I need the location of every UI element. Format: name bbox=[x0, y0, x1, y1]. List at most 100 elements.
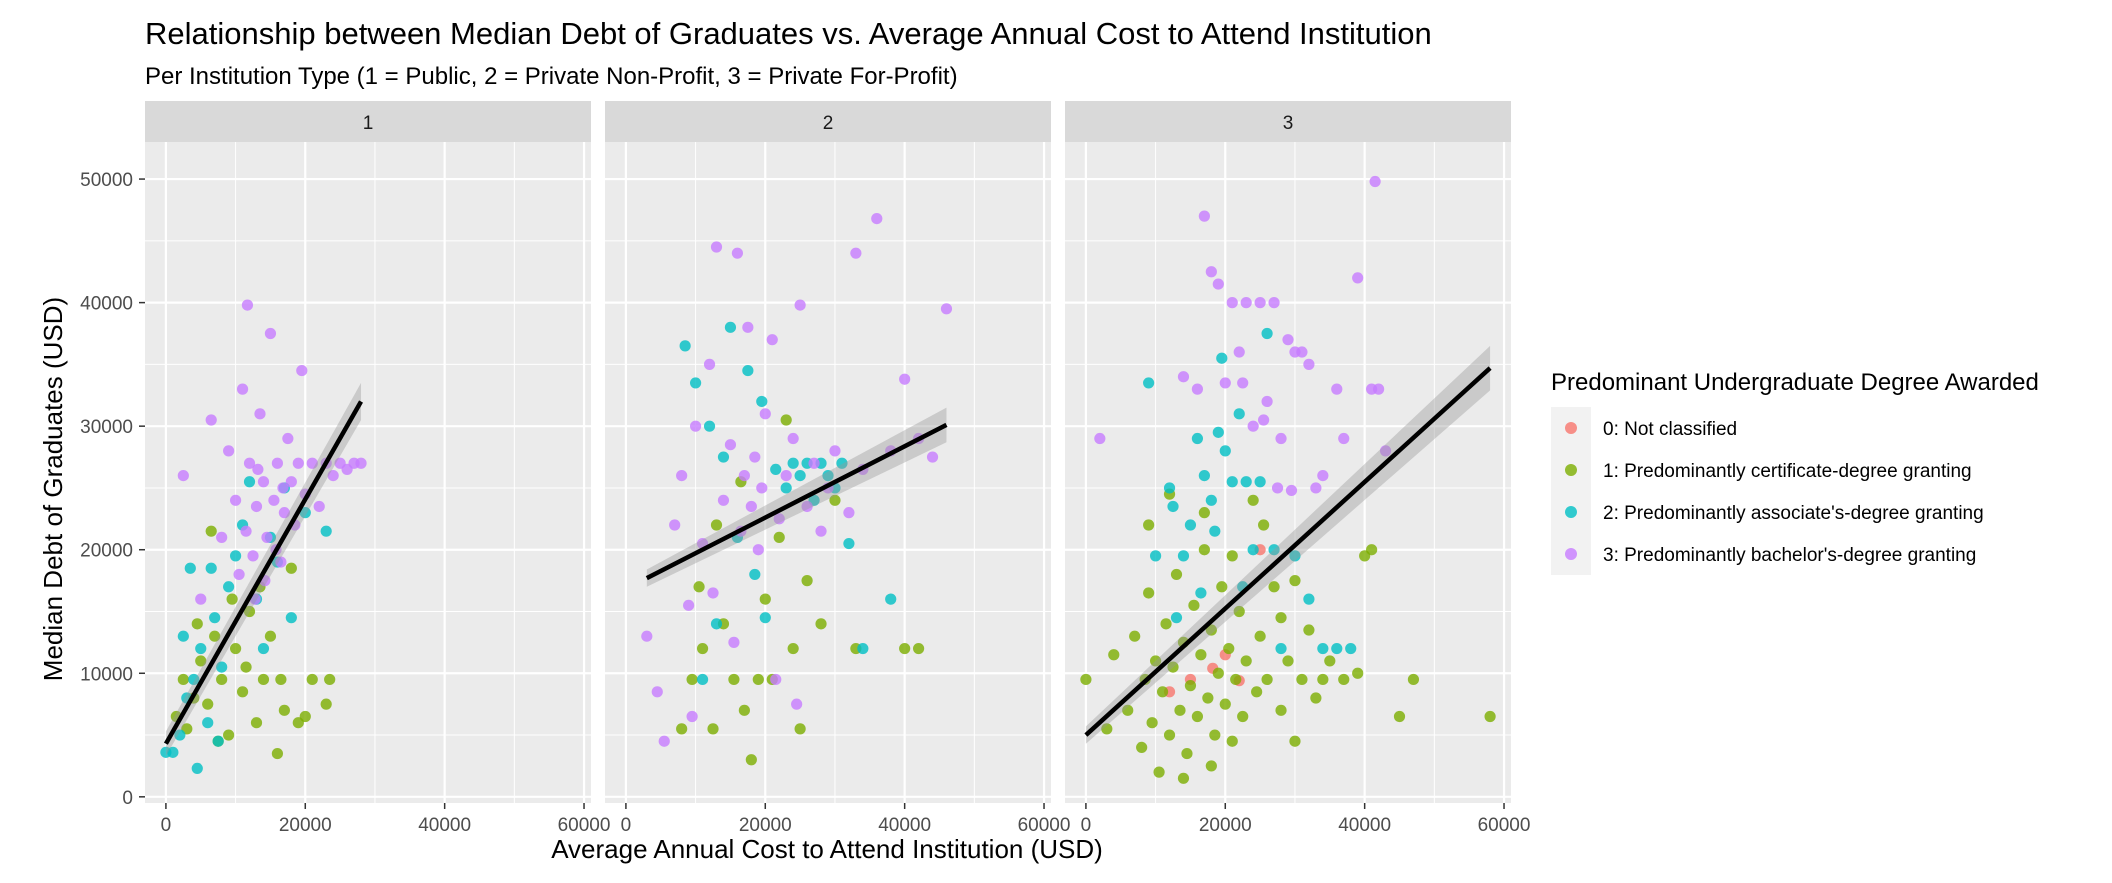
data-point bbox=[815, 618, 827, 630]
data-point bbox=[209, 612, 221, 624]
legend-swatch bbox=[1565, 548, 1577, 560]
data-point bbox=[1310, 692, 1322, 704]
data-point bbox=[275, 673, 287, 686]
y-axis-title: Median Debt of Graduates (USD) bbox=[38, 297, 68, 681]
data-point bbox=[202, 698, 214, 710]
data-point bbox=[1149, 655, 1162, 667]
data-point bbox=[1379, 445, 1392, 457]
data-point bbox=[707, 723, 719, 735]
data-point bbox=[243, 457, 256, 469]
data-point bbox=[836, 457, 848, 469]
data-point bbox=[236, 686, 249, 698]
facet-strip-label: 1 bbox=[363, 113, 374, 134]
data-point bbox=[250, 500, 263, 513]
data-point bbox=[1184, 680, 1197, 692]
data-point bbox=[926, 451, 939, 463]
data-point bbox=[703, 358, 716, 370]
data-point bbox=[1122, 704, 1134, 716]
data-point bbox=[268, 494, 280, 506]
data-point bbox=[229, 494, 242, 506]
series-3 bbox=[177, 299, 367, 605]
data-point bbox=[1226, 735, 1238, 747]
data-point bbox=[1177, 371, 1190, 383]
data-point bbox=[1177, 772, 1190, 784]
data-point bbox=[710, 519, 723, 531]
data-point bbox=[1188, 599, 1200, 611]
data-point bbox=[1212, 278, 1224, 290]
panel-points bbox=[641, 213, 953, 766]
data-point bbox=[1237, 710, 1249, 723]
data-point bbox=[808, 457, 820, 469]
data-point bbox=[1163, 482, 1176, 494]
data-point bbox=[1303, 624, 1315, 636]
data-point bbox=[1170, 568, 1183, 581]
data-point bbox=[641, 630, 653, 642]
data-point bbox=[770, 463, 782, 476]
data-point bbox=[1170, 612, 1183, 624]
y-tick-label: 20000 bbox=[80, 541, 133, 562]
data-point bbox=[1275, 612, 1287, 624]
data-point bbox=[240, 525, 252, 537]
data-point bbox=[236, 383, 249, 395]
data-point bbox=[191, 762, 203, 775]
data-point bbox=[229, 550, 242, 562]
legend-item-label: 3: Predominantly bachelor's-degree grant… bbox=[1603, 545, 1976, 566]
data-point bbox=[205, 414, 217, 426]
panel-background bbox=[1065, 142, 1511, 803]
data-point bbox=[1195, 587, 1207, 599]
data-point bbox=[1156, 686, 1169, 698]
data-point bbox=[292, 457, 304, 469]
data-point bbox=[756, 482, 768, 494]
data-point bbox=[749, 568, 761, 581]
data-point bbox=[257, 642, 270, 655]
data-point bbox=[1202, 692, 1214, 704]
data-point bbox=[1352, 667, 1364, 679]
data-point bbox=[1205, 494, 1217, 506]
data-point bbox=[1233, 346, 1245, 358]
facet-strip bbox=[1065, 101, 1511, 142]
data-point bbox=[1233, 605, 1245, 618]
data-point bbox=[742, 364, 754, 377]
data-point bbox=[1129, 630, 1141, 642]
data-point bbox=[1226, 550, 1238, 562]
data-point bbox=[766, 334, 778, 346]
data-point bbox=[669, 519, 681, 531]
data-point bbox=[940, 303, 953, 315]
data-point bbox=[829, 445, 841, 457]
data-point bbox=[683, 599, 695, 611]
data-point bbox=[1317, 642, 1329, 655]
data-point bbox=[327, 469, 339, 482]
data-point bbox=[195, 655, 207, 667]
trend-line bbox=[163, 400, 363, 745]
data-point bbox=[794, 723, 806, 735]
data-point bbox=[658, 735, 670, 747]
data-point bbox=[1181, 747, 1193, 760]
data-point bbox=[250, 717, 263, 729]
data-point bbox=[1289, 575, 1301, 587]
data-point bbox=[689, 420, 702, 432]
data-point bbox=[216, 673, 228, 686]
data-point bbox=[1268, 544, 1280, 556]
data-point bbox=[787, 642, 799, 655]
data-point bbox=[1366, 544, 1378, 556]
data-point bbox=[1108, 649, 1120, 661]
y-tick-label: 50000 bbox=[80, 170, 133, 191]
data-point bbox=[299, 507, 311, 519]
data-point bbox=[885, 593, 897, 605]
data-point bbox=[731, 247, 744, 259]
data-point bbox=[1198, 469, 1210, 482]
data-point bbox=[1254, 297, 1266, 309]
data-point bbox=[1275, 432, 1287, 445]
data-point bbox=[243, 605, 256, 618]
data-point bbox=[1247, 494, 1259, 506]
data-point bbox=[1177, 550, 1190, 562]
data-point bbox=[177, 673, 189, 686]
data-point bbox=[857, 642, 869, 655]
y-tick-label: 30000 bbox=[80, 417, 133, 438]
data-point bbox=[752, 544, 764, 556]
data-point bbox=[703, 420, 716, 432]
x-tick-label: 60000 bbox=[558, 815, 611, 836]
data-point bbox=[1198, 544, 1210, 556]
data-point bbox=[264, 327, 277, 340]
x-tick-label: 0 bbox=[161, 815, 172, 836]
